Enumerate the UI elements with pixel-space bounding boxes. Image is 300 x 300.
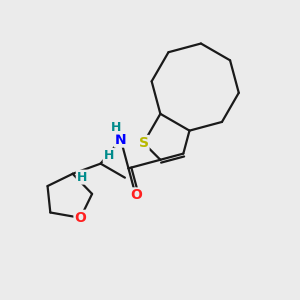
Text: H: H xyxy=(104,149,114,162)
Text: S: S xyxy=(139,136,148,150)
Text: H: H xyxy=(111,121,121,134)
Text: O: O xyxy=(74,211,86,225)
Text: H: H xyxy=(77,171,87,184)
Text: O: O xyxy=(130,188,142,203)
Text: N: N xyxy=(115,133,127,147)
